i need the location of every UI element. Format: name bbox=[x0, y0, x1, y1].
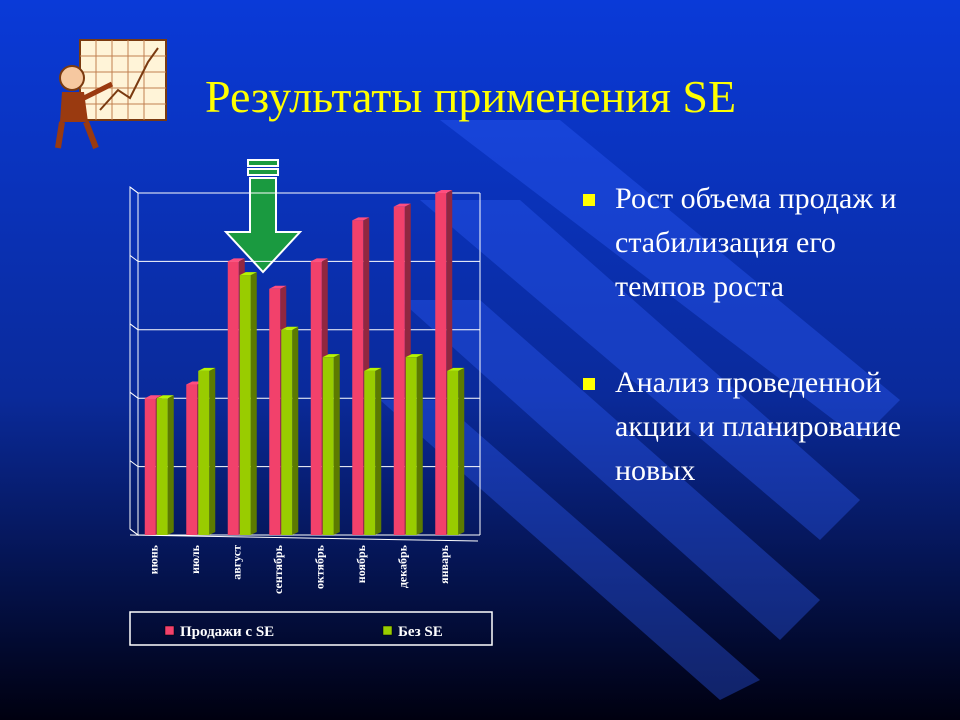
bar bbox=[322, 357, 334, 535]
bar bbox=[435, 193, 447, 535]
stripes bbox=[380, 120, 900, 700]
legend-label: Продажи с SE bbox=[180, 624, 274, 640]
bar-top bbox=[447, 367, 465, 371]
bar-side bbox=[333, 354, 340, 535]
bar-top bbox=[198, 367, 216, 371]
bar bbox=[310, 261, 322, 535]
x-tick-label: январь bbox=[437, 544, 451, 584]
bullet-marker bbox=[583, 194, 595, 206]
bar bbox=[239, 275, 251, 535]
bullet-text: Рост объема продаж и стабилизация его темп… bbox=[615, 182, 897, 303]
bar bbox=[447, 370, 459, 535]
slide-title: Результаты применения SE bbox=[205, 71, 736, 122]
bar-side bbox=[209, 367, 216, 535]
legend-swatch bbox=[164, 625, 175, 636]
bar bbox=[352, 220, 364, 536]
x-tick-label: август bbox=[230, 545, 244, 580]
bar-top bbox=[310, 258, 328, 262]
bar bbox=[156, 398, 168, 535]
bar bbox=[198, 370, 210, 535]
bar bbox=[227, 261, 239, 535]
bar-top bbox=[393, 203, 411, 207]
bar-top bbox=[227, 258, 245, 262]
x-tick-label: июнь bbox=[147, 544, 161, 574]
bar bbox=[281, 329, 293, 535]
clipart bbox=[55, 39, 167, 150]
grid-line-side bbox=[129, 391, 139, 399]
bar bbox=[405, 357, 417, 535]
x-tick-label: октябрь bbox=[313, 544, 327, 589]
bullet-text: Анализ проведенной акции и планирование но… bbox=[615, 366, 901, 487]
arrow bbox=[223, 159, 303, 274]
bar-top bbox=[239, 272, 257, 276]
bar-top bbox=[405, 354, 423, 358]
bar-top bbox=[352, 217, 370, 221]
bar bbox=[186, 384, 198, 535]
x-tick-label: сентябрь bbox=[271, 544, 285, 594]
bar-top bbox=[144, 395, 162, 399]
bar-top bbox=[281, 326, 299, 330]
legend-box bbox=[129, 611, 493, 646]
bar-side bbox=[416, 354, 423, 535]
bar-top bbox=[364, 367, 382, 371]
bar bbox=[364, 370, 376, 535]
bar bbox=[393, 206, 405, 535]
bar-side bbox=[375, 367, 382, 535]
bullet-list: Рост объема продаж и стабилизация его темп… bbox=[583, 182, 901, 487]
floor-edge bbox=[129, 534, 479, 542]
bar-top bbox=[322, 354, 340, 358]
bar bbox=[144, 398, 156, 535]
grid-line-side bbox=[129, 460, 139, 468]
x-tick-label: ноябрь bbox=[354, 544, 368, 583]
grid-line-side bbox=[129, 323, 139, 331]
legend-swatch bbox=[382, 625, 393, 636]
legend-label: Без SE bbox=[398, 624, 443, 640]
grid-line-side bbox=[129, 528, 139, 536]
bar-top bbox=[435, 190, 453, 193]
bar bbox=[269, 288, 281, 535]
bar-top bbox=[269, 285, 287, 289]
grid-line-side bbox=[129, 186, 139, 194]
x-tick-label: июль bbox=[188, 544, 202, 574]
bar-side bbox=[292, 326, 299, 535]
bar-top bbox=[156, 395, 174, 399]
bar-side bbox=[250, 272, 257, 535]
bar-side bbox=[167, 395, 174, 535]
bullet-marker bbox=[583, 378, 595, 390]
x-tick-label: декабрь bbox=[396, 544, 410, 588]
chart: июнь июль август сентябрь октябрь ноябрь декаб… bbox=[129, 186, 481, 640]
bar-side bbox=[458, 367, 465, 535]
grid-line-side bbox=[129, 254, 139, 262]
